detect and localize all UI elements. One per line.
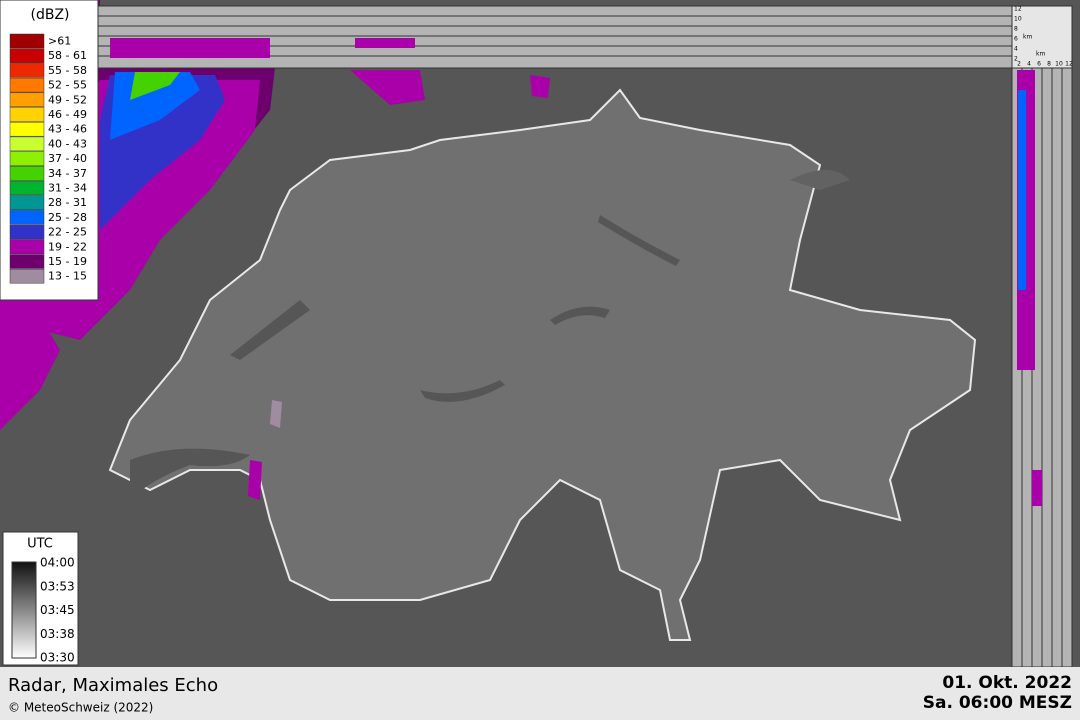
footer — [0, 667, 1080, 720]
time-labels: 04:00 03:53 03:45 03:38 03:30 — [40, 556, 75, 665]
radar-echo — [530, 75, 550, 98]
time-legend-title: UTC — [27, 537, 53, 552]
top-profile — [97, 5, 1013, 69]
legend-label: 43 - 46 — [48, 123, 87, 136]
legend-label: 34 - 37 — [48, 167, 87, 180]
right-profile-echo — [1032, 470, 1042, 506]
distance-label: 10 — [1055, 61, 1063, 68]
radar-echo — [0, 300, 60, 430]
legend-label: 28 - 31 — [48, 196, 87, 209]
legend-swatch — [9, 136, 45, 152]
switzerland — [108, 88, 977, 641]
time-label: 03:38 — [40, 627, 75, 641]
legend-label: 58 - 61 — [48, 49, 87, 62]
distance-label: 4 — [1027, 61, 1031, 68]
legend-label: 19 - 22 — [48, 240, 87, 253]
radar-echo — [130, 72, 180, 100]
lake — [550, 306, 610, 325]
height-label: 10 — [1014, 16, 1022, 23]
legend-swatch — [9, 121, 45, 137]
height-unit: km — [1023, 34, 1032, 41]
radar-echo — [350, 70, 425, 105]
lake — [420, 380, 505, 402]
height-label: 2 — [1014, 56, 1018, 63]
footer-copyright: © MeteoSchweiz (2022) — [8, 701, 153, 715]
right-profile-echo — [1018, 90, 1026, 290]
distance-label: 12 — [1065, 61, 1073, 68]
legend-label: >61 — [48, 35, 71, 48]
legend-swatch — [9, 48, 45, 63]
top-profile-echo — [110, 38, 270, 58]
lake-constance — [790, 170, 850, 190]
profile-corner — [1011, 5, 1073, 69]
legend-label: 49 - 52 — [48, 93, 87, 106]
time-label: 03:45 — [40, 603, 75, 617]
top-profile-echo — [355, 38, 415, 48]
legend-label: 31 - 34 — [48, 182, 87, 195]
lake — [598, 215, 680, 266]
legend-label: 37 - 40 — [48, 152, 87, 165]
distance-label: 8 — [1047, 61, 1051, 68]
distance-label: 2 — [1017, 61, 1021, 68]
lake — [230, 300, 310, 360]
legend-label: 40 - 43 — [48, 137, 87, 150]
lake-geneva — [130, 448, 250, 500]
height-label: 8 — [1014, 26, 1018, 33]
legend-swatch — [9, 210, 45, 225]
time-gradient — [11, 561, 37, 659]
legend-swatch — [9, 151, 45, 166]
legend-swatch — [9, 254, 45, 269]
legend-swatch — [9, 33, 45, 49]
legend-swatch — [9, 224, 45, 240]
footer-title: Radar, Maximales Echo — [8, 675, 218, 696]
legend-title: (dBZ) — [30, 7, 69, 23]
legend-swatch — [9, 92, 45, 108]
legend-swatch — [9, 239, 45, 255]
legend-swatch — [9, 180, 45, 196]
legend-label: 15 - 19 — [48, 255, 87, 268]
radar-echo — [248, 460, 262, 500]
time-label: 03:53 — [40, 579, 75, 593]
legend-label: 22 - 25 — [48, 226, 87, 239]
legend-label: 46 - 49 — [48, 108, 87, 121]
legend-swatch — [9, 77, 45, 93]
footer-time: Sa. 06:00 MESZ — [923, 693, 1072, 713]
time-label: 04:00 — [40, 556, 75, 570]
distance-label: 6 — [1037, 61, 1041, 68]
distance-unit: km — [1036, 51, 1045, 58]
legend-swatch — [9, 166, 45, 181]
radar-echo — [270, 400, 282, 428]
time-label: 03:30 — [40, 651, 75, 665]
height-label: 4 — [1014, 46, 1018, 53]
legend-swatch — [9, 63, 45, 78]
legend-swatch — [9, 268, 45, 284]
height-label: 6 — [1014, 36, 1018, 43]
legend-label: 52 - 55 — [48, 79, 87, 92]
footer-date: 01. Okt. 2022 — [942, 673, 1072, 693]
legend-label: 25 - 28 — [48, 211, 87, 224]
legend-swatch — [9, 107, 45, 122]
height-label: 12 — [1014, 6, 1022, 13]
legend-label: 55 - 58 — [48, 64, 87, 77]
legend-label: 13 - 15 — [48, 270, 87, 283]
legend-swatch — [9, 195, 45, 210]
